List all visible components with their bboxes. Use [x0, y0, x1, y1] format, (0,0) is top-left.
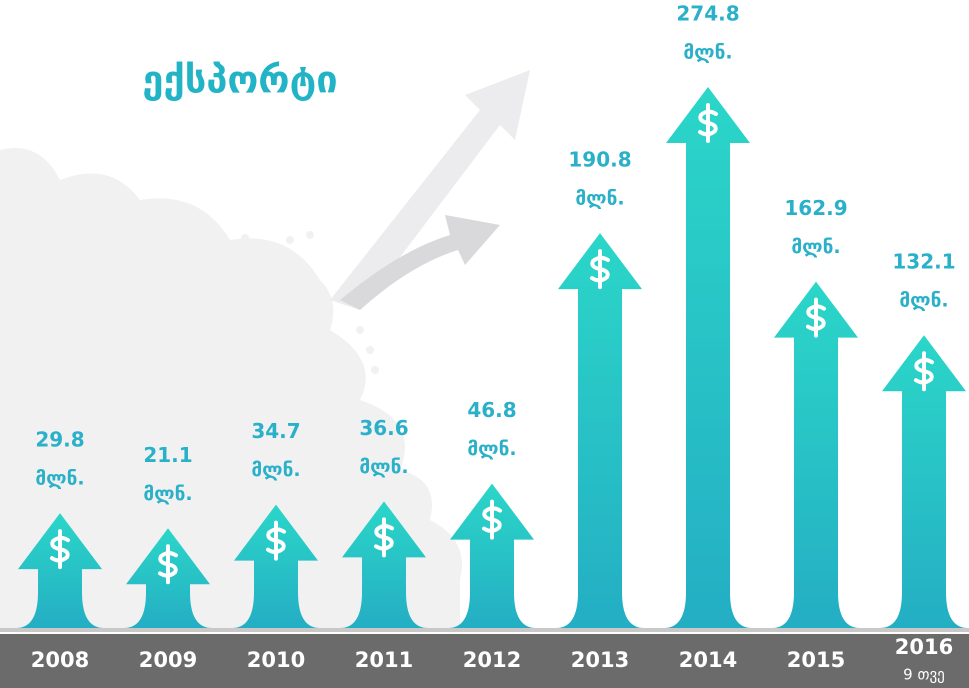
- dollar-icon: [158, 544, 178, 585]
- x-tick-label: 2008: [31, 648, 89, 672]
- value-label: 162.9: [784, 196, 847, 220]
- dollar-icon: [590, 249, 610, 290]
- arrow-bar: [16, 513, 104, 628]
- unit-label: მლნ.: [359, 456, 408, 478]
- arrow-bar: [232, 504, 320, 628]
- x-tick-label: 2010: [247, 648, 305, 672]
- x-tick-label: 2016: [895, 635, 953, 659]
- dollar-icon: [482, 499, 502, 540]
- dollar-icon: [374, 517, 394, 558]
- unit-label: მლნ.: [683, 42, 732, 64]
- x-tick-note: 9 თვე: [903, 666, 945, 684]
- x-tick-label: 2012: [463, 648, 521, 672]
- arrow-bar: [772, 281, 860, 628]
- arrow-bar: [448, 483, 536, 628]
- unit-label: მლნ.: [575, 188, 624, 210]
- unit-label: მლნ.: [251, 459, 300, 481]
- dollar-icon: [914, 351, 934, 392]
- value-label: 46.8: [467, 398, 516, 422]
- arrow-bar: [340, 501, 428, 628]
- arrow-bar: [664, 87, 752, 628]
- background-decoration: [0, 70, 530, 628]
- category-band: [0, 634, 969, 688]
- value-label: 36.6: [359, 416, 408, 440]
- arrow-bar: [880, 335, 968, 628]
- x-tick-label: 2015: [787, 648, 845, 672]
- value-label: 132.1: [892, 250, 955, 274]
- value-label: 274.8: [676, 2, 739, 26]
- x-tick-label: 2011: [355, 648, 413, 672]
- x-tick-label: 2009: [139, 648, 197, 672]
- baseline: [0, 628, 969, 632]
- value-label: 190.8: [568, 148, 631, 172]
- value-label: 21.1: [143, 443, 192, 467]
- dollar-icon: [806, 297, 826, 338]
- dollar-icon: [50, 529, 70, 570]
- unit-label: მლნ.: [899, 290, 948, 312]
- value-label: 29.8: [35, 428, 84, 452]
- unit-label: მლნ.: [143, 483, 192, 505]
- dollar-icon: [698, 103, 718, 143]
- unit-label: მლნ.: [467, 438, 516, 460]
- chart-title: ექსპორტი: [142, 58, 337, 102]
- value-label: 34.7: [251, 419, 300, 443]
- unit-label: მლნ.: [35, 468, 84, 490]
- arrow-bar: [556, 233, 644, 629]
- x-tick-label: 2013: [571, 648, 629, 672]
- x-tick-label: 2014: [679, 648, 737, 672]
- unit-label: მლნ.: [791, 236, 840, 258]
- dollar-icon: [266, 520, 286, 561]
